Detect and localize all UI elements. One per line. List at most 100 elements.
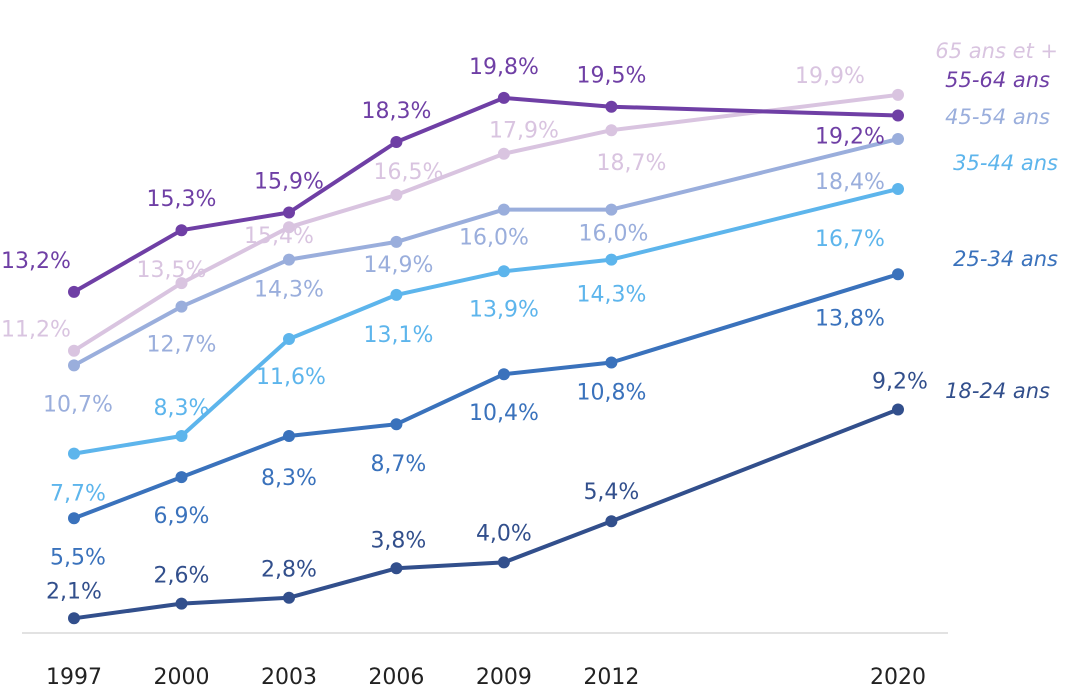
x-tick-labels: 1997 2000 2003 2006 2009 2012 2020 bbox=[46, 665, 926, 690]
data-point bbox=[68, 285, 80, 298]
data-label: 16,7% bbox=[815, 227, 885, 252]
x-tick-label: 2009 bbox=[476, 665, 532, 690]
data-label: 8,7% bbox=[370, 452, 426, 477]
data-point bbox=[497, 203, 510, 216]
data-label: 9,2% bbox=[872, 370, 928, 395]
data-point bbox=[497, 147, 510, 160]
data-point bbox=[605, 124, 618, 137]
data-point bbox=[390, 136, 403, 148]
data-label: 13,1% bbox=[363, 323, 433, 348]
data-point bbox=[175, 224, 188, 237]
data-label: 10,7% bbox=[43, 392, 113, 417]
data-label: 13,9% bbox=[469, 297, 539, 322]
data-label: 19,9% bbox=[795, 64, 865, 89]
x-tick-label: 2012 bbox=[583, 665, 639, 690]
data-point bbox=[390, 418, 403, 431]
data-point bbox=[892, 133, 904, 145]
data-point bbox=[390, 562, 403, 575]
series-line bbox=[72, 137, 900, 368]
data-point bbox=[68, 447, 80, 460]
series-name-label: 35-44 ans bbox=[953, 151, 1058, 175]
data-point bbox=[605, 203, 618, 216]
data-point bbox=[390, 188, 403, 201]
data-point bbox=[283, 333, 295, 345]
data-point bbox=[68, 512, 80, 525]
series-name-label: 45-54 ans bbox=[945, 105, 1050, 129]
data-label: 19,2% bbox=[815, 125, 885, 150]
data-label: 19,8% bbox=[469, 55, 539, 80]
data-label: 15,9% bbox=[254, 170, 324, 195]
data-point bbox=[497, 91, 510, 104]
data-point bbox=[497, 556, 510, 569]
x-tick-label: 2020 bbox=[870, 665, 926, 690]
data-point bbox=[68, 612, 80, 625]
data-label: 7,7% bbox=[50, 482, 106, 507]
data-point bbox=[283, 206, 295, 219]
data-point bbox=[283, 591, 295, 604]
series-name-label: 25-34 ans bbox=[953, 247, 1058, 271]
data-label: 14,3% bbox=[576, 283, 646, 308]
data-label: 16,0% bbox=[578, 222, 648, 247]
data-point bbox=[605, 356, 618, 369]
data-label: 8,3% bbox=[154, 396, 210, 421]
data-label: 17,9% bbox=[489, 119, 559, 144]
data-point bbox=[175, 300, 188, 313]
data-label: 2,6% bbox=[154, 564, 210, 589]
data-point bbox=[892, 268, 904, 281]
series-name-label: 18-24 ans bbox=[945, 379, 1050, 403]
data-label: 6,9% bbox=[154, 504, 210, 529]
data-point bbox=[892, 109, 904, 122]
data-label: 2,1% bbox=[46, 579, 102, 604]
data-label: 5,4% bbox=[583, 480, 639, 505]
data-point bbox=[605, 253, 618, 266]
data-label: 14,3% bbox=[254, 278, 324, 303]
data-point bbox=[283, 430, 295, 442]
data-label: 8,3% bbox=[261, 466, 317, 491]
data-point bbox=[175, 597, 188, 610]
data-point bbox=[283, 221, 295, 234]
data-label: 3,8% bbox=[370, 528, 426, 553]
data-label: 12,7% bbox=[147, 333, 217, 358]
data-label-layer: 11,2% 13,5% 15,4% 16,5% 17,9% 18,7% 19,9% 13,2%… bbox=[1, 55, 928, 604]
data-label: 14,9% bbox=[363, 253, 433, 278]
data-label: 10,4% bbox=[469, 401, 539, 426]
x-tick-label: 2006 bbox=[368, 665, 424, 690]
data-label: 16,0% bbox=[459, 226, 529, 251]
x-tick-label: 1997 bbox=[46, 665, 102, 690]
data-label: 5,5% bbox=[50, 545, 106, 570]
data-point bbox=[68, 344, 80, 357]
data-label: 18,7% bbox=[596, 151, 666, 176]
data-label: 13,8% bbox=[815, 306, 885, 331]
data-point bbox=[605, 515, 618, 528]
x-tick-label: 2000 bbox=[153, 665, 209, 690]
data-label: 19,5% bbox=[576, 64, 646, 89]
data-label: 2,8% bbox=[261, 558, 317, 583]
data-point bbox=[892, 403, 904, 416]
data-point bbox=[497, 265, 510, 278]
data-label: 11,2% bbox=[1, 318, 71, 343]
data-point bbox=[175, 430, 188, 442]
data-label: 18,3% bbox=[361, 99, 431, 124]
data-label: 13,5% bbox=[137, 258, 207, 283]
series-name-label: 55-64 ans bbox=[945, 68, 1050, 92]
data-point bbox=[497, 368, 510, 381]
series-layer bbox=[68, 88, 904, 625]
series-name-label: 65 ans et + bbox=[935, 39, 1058, 63]
data-point bbox=[283, 253, 295, 266]
data-label: 4,0% bbox=[476, 521, 532, 546]
data-point bbox=[68, 359, 80, 372]
data-label: 18,4% bbox=[815, 170, 885, 195]
data-label: 13,2% bbox=[1, 249, 71, 274]
data-point bbox=[605, 100, 618, 113]
data-point bbox=[175, 277, 188, 290]
data-point bbox=[390, 288, 403, 301]
data-label: 15,4% bbox=[244, 224, 314, 249]
data-point bbox=[892, 88, 904, 101]
data-label: 10,8% bbox=[576, 381, 646, 406]
data-point bbox=[175, 471, 188, 484]
data-label: 16,5% bbox=[373, 160, 443, 185]
x-tick-label: 2003 bbox=[261, 665, 317, 690]
series-name-layer: 65 ans et + 55-64 ans 45-54 ans 35-44 ans 25… bbox=[935, 39, 1058, 403]
data-label: 15,3% bbox=[147, 187, 217, 212]
